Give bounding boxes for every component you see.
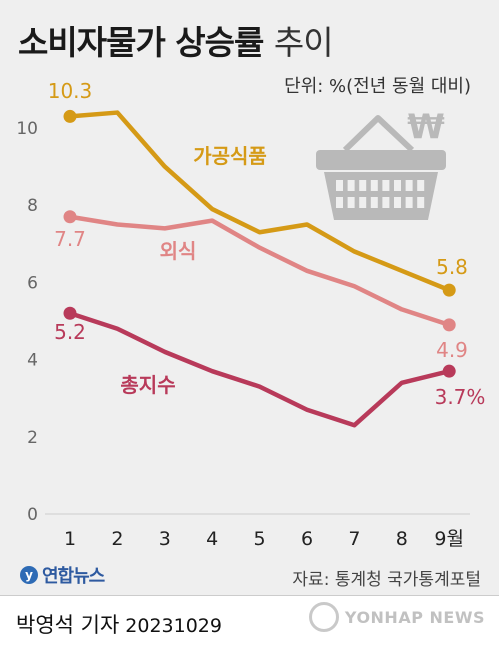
- chart-title: 소비자물가 상승률 추이: [18, 16, 334, 64]
- series-line: [67, 110, 452, 293]
- series-labels: 가공식품 10.3 5.8 외식 7.7 4.9 총지수 5.2 3.7%: [48, 79, 486, 409]
- series-start-value-label: 7.7: [54, 227, 86, 251]
- basket-grid-cell: [394, 180, 401, 191]
- series-name-label: 가공식품: [193, 144, 267, 168]
- basket-grid-cell: [394, 197, 401, 208]
- series-end-point: [442, 318, 456, 332]
- y-tick-label: 2: [27, 428, 38, 448]
- series-line: [67, 214, 452, 328]
- unit-label: 단위: %(전년 동월 대비): [284, 76, 471, 97]
- basket-grid-cell: [405, 180, 413, 191]
- series-end-value-label: 3.7%: [435, 385, 486, 409]
- reporter-line: 박영석 기자 20231029: [16, 609, 222, 639]
- basket-grid-cell: [382, 197, 390, 208]
- brand-logo: y 연합뉴스: [20, 562, 105, 588]
- y-tick-label: 0: [27, 505, 38, 525]
- basket-grid-cell: [417, 197, 425, 208]
- watermark: YONHAP NEWS: [308, 602, 485, 632]
- title-light: 추이: [273, 23, 334, 62]
- x-tick-label: 6: [301, 528, 313, 550]
- basket-grid-cell: [405, 197, 413, 208]
- watermark-logo-icon: [308, 602, 339, 632]
- series-start-point: [63, 109, 77, 123]
- watermark-text: YONHAP NEWS: [344, 607, 485, 627]
- series-name-label: 총지수: [120, 373, 175, 397]
- basket-grid-cell: [370, 197, 378, 208]
- x-tick-label: 4: [206, 528, 218, 550]
- basket-grid-cell: [382, 180, 390, 191]
- series-end-point: [442, 364, 456, 378]
- x-tick-label: 9월: [434, 528, 464, 550]
- basket-grid-cell: [336, 197, 343, 208]
- brand-name: 연합뉴스: [42, 566, 105, 587]
- series-start-point: [63, 210, 77, 224]
- chart-panel: [0, 0, 499, 595]
- publish-date: 20231029: [125, 615, 222, 637]
- basket-grid-cell: [359, 180, 367, 191]
- basket-grid-cell: [336, 180, 343, 191]
- won-currency-icon: ₩: [407, 107, 445, 147]
- series-name-label: 외식: [160, 239, 197, 263]
- series-start-value-label: 10.3: [48, 79, 93, 103]
- x-tick-label: 3: [159, 528, 171, 550]
- y-tick-label: 6: [27, 273, 38, 293]
- basket-handle: [342, 115, 415, 153]
- series-start-value-label: 5.2: [54, 320, 86, 344]
- basket-grid-cell: [359, 197, 367, 208]
- series-line: [67, 311, 452, 428]
- y-tick-label: 4: [27, 351, 38, 371]
- x-tick-label: 1: [64, 528, 76, 550]
- x-tick-label: 7: [348, 528, 360, 550]
- footer-divider: [0, 595, 499, 596]
- x-tick-label: 2: [111, 528, 123, 550]
- series-lines: [63, 109, 456, 428]
- basket-body: [324, 172, 438, 220]
- x-tick-label: 5: [254, 528, 266, 550]
- y-tick-label: 10: [16, 119, 38, 139]
- series-end-point: [442, 283, 456, 297]
- series-start-point: [63, 306, 77, 320]
- x-tick-label: 8: [396, 528, 408, 550]
- y-tick-label: 8: [27, 196, 38, 216]
- reporter-name: 박영석 기자: [16, 613, 120, 637]
- basket-grid-cell: [417, 180, 425, 191]
- basket-grid-cell: [347, 180, 355, 191]
- basket-grid-cell: [370, 180, 378, 191]
- basket-grid-cell: [347, 197, 355, 208]
- title-bold: 소비자물가 상승률: [18, 23, 264, 62]
- yonhap-logo-icon: y: [20, 566, 38, 584]
- basket-rim: [316, 150, 446, 170]
- source-label: 자료: 통계청 국가통계포털: [292, 570, 481, 590]
- shopping-basket-icon: ₩: [316, 107, 446, 220]
- series-end-value-label: 4.9: [436, 338, 468, 362]
- series-end-value-label: 5.8: [436, 255, 468, 279]
